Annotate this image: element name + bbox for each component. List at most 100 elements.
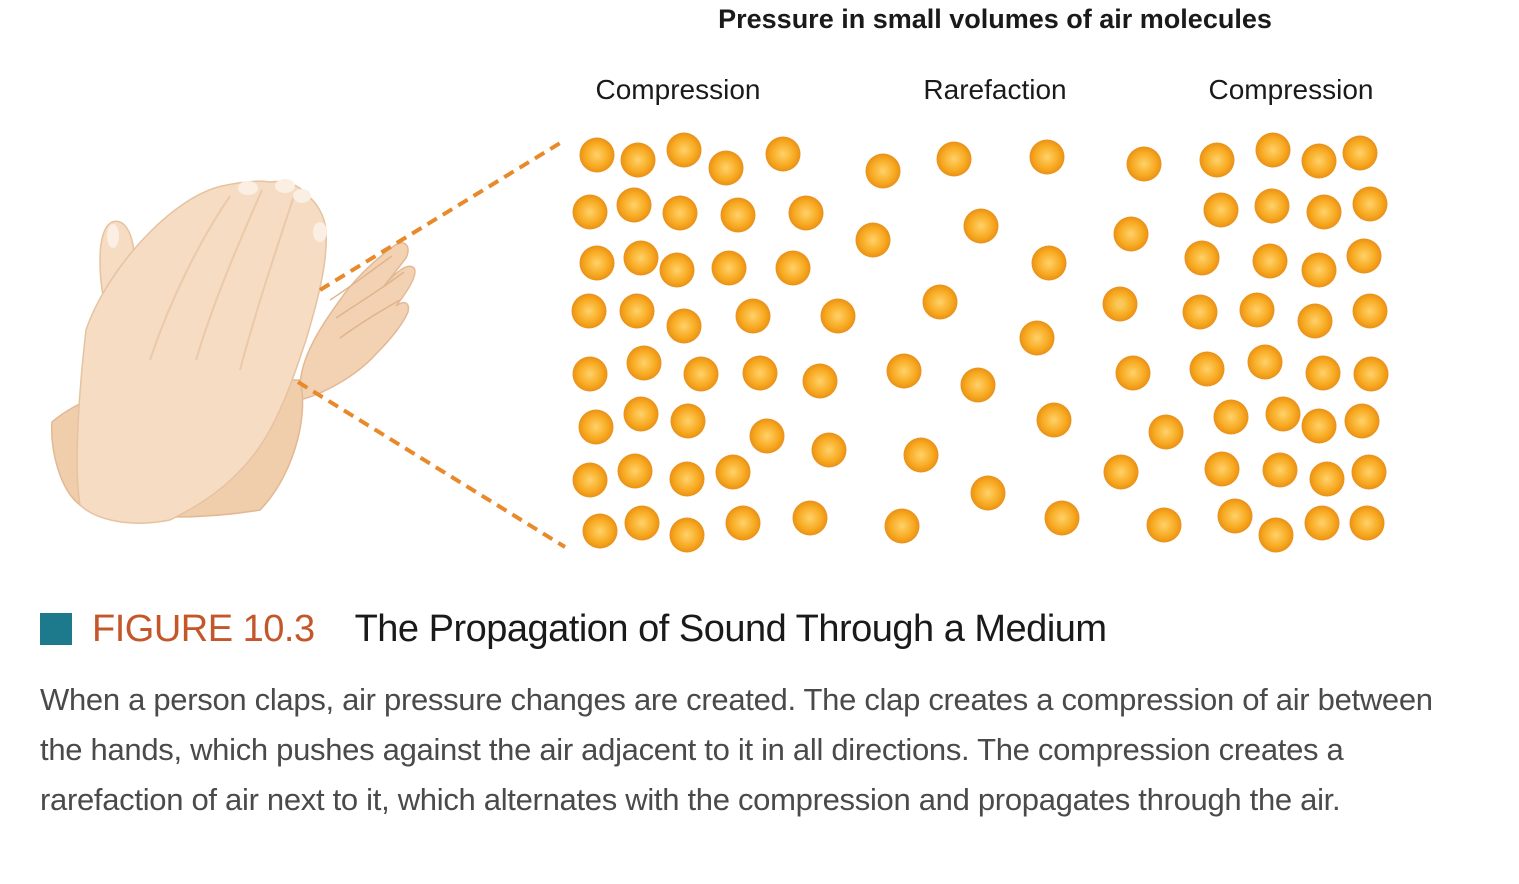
molecule-dot-icon: [662, 195, 698, 231]
molecule-dot-icon: [820, 298, 856, 334]
fingernail-3: [293, 189, 311, 203]
molecule-dot-icon: [1204, 451, 1240, 487]
molecule-dot-icon: [626, 345, 662, 381]
zoom-line-bottom: [296, 380, 567, 549]
fingernail-2: [275, 179, 295, 193]
molecule-dot-icon: [1305, 355, 1341, 391]
figure-caption: When a person claps, air pressure change…: [40, 682, 1433, 817]
molecule-dot-icon: [572, 462, 608, 498]
molecule-dot-icon: [1352, 186, 1388, 222]
zoom-line-top: [318, 138, 567, 292]
molecule-dot-icon: [1182, 294, 1218, 330]
molecule-dot-icon: [578, 409, 614, 445]
molecule-dot-icon: [1189, 351, 1225, 387]
molecule-dot-icon: [963, 208, 999, 244]
molecule-dot-icon: [1301, 252, 1337, 288]
molecule-dot-icon: [775, 250, 811, 286]
molecule-dot-icon: [619, 293, 655, 329]
molecule-dot-icon: [1126, 146, 1162, 182]
molecule-dot-icon: [582, 513, 618, 549]
molecule-dot-icon: [572, 194, 608, 230]
molecule-dot-icon: [1342, 135, 1378, 171]
molecule-dot-icon: [1148, 414, 1184, 450]
molecule-dot-icon: [765, 136, 801, 172]
front-hand: [76, 180, 328, 524]
molecule-dot-icon: [1297, 303, 1333, 339]
molecule-dot-icon: [1044, 500, 1080, 536]
molecule-dot-icon: [1019, 320, 1055, 356]
molecule-dot-icon: [715, 454, 751, 490]
molecule-dot-icon: [1344, 403, 1380, 439]
molecule-dot-icon: [1265, 396, 1301, 432]
sound-propagation-diagram: Pressure in small volumes of air molecul…: [51, 4, 1389, 553]
molecule-dot-icon: [572, 356, 608, 392]
molecule-dot-icon: [1301, 408, 1337, 444]
molecule-dot-icon: [669, 461, 705, 497]
fingernail-1: [238, 181, 258, 195]
back-hand-finger-crease: [329, 255, 405, 339]
molecule-dot-icon: [1351, 454, 1387, 490]
molecule-dot-icon: [811, 432, 847, 468]
figure-header: FIGURE 10.3 The Propagation of Sound Thr…: [40, 604, 1107, 654]
molecule-dot-icon: [1102, 286, 1138, 322]
molecule-dot-icon: [886, 353, 922, 389]
molecule-dot-icon: [970, 475, 1006, 511]
hands-clapping-icon: [51, 179, 416, 524]
molecule-dot-icon: [616, 187, 652, 223]
molecule-dot-icon: [1217, 498, 1253, 534]
molecule-dot-icon: [735, 298, 771, 334]
molecule-dot-icon: [579, 137, 615, 173]
molecule-dot-icon: [1247, 344, 1283, 380]
molecule-dot-icon: [1309, 461, 1345, 497]
molecule-dot-icon: [720, 197, 756, 233]
thumb-nail: [107, 224, 119, 248]
figure-marker-square-icon: [40, 613, 72, 645]
molecule-dot-icon: [1036, 402, 1072, 438]
molecule-dot-icon: [749, 418, 785, 454]
molecule-dot-icon: [1184, 240, 1220, 276]
molecule-dot-icon: [659, 252, 695, 288]
molecule-dot-icon: [742, 355, 778, 391]
molecule-dot-icon: [792, 500, 828, 536]
molecule-dot-icon: [1258, 517, 1294, 553]
molecule-dot-icon: [1306, 194, 1342, 230]
front-hand-finger-lines: [149, 189, 295, 371]
molecule-dot-icon: [624, 505, 660, 541]
molecule-dot-icon: [1252, 243, 1288, 279]
air-molecules: [571, 132, 1389, 553]
molecule-dot-icon: [855, 222, 891, 258]
molecule-dot-icon: [936, 141, 972, 177]
fingernail-4: [313, 222, 327, 242]
molecule-dot-icon: [1304, 505, 1340, 541]
molecule-dot-icon: [571, 293, 607, 329]
molecule-dot-icon: [1239, 292, 1275, 328]
molecule-dot-icon: [670, 403, 706, 439]
molecule-dot-icon: [1262, 452, 1298, 488]
diagram-title: Pressure in small volumes of air molecul…: [718, 4, 1272, 34]
molecule-dot-icon: [1103, 454, 1139, 490]
molecule-dot-icon: [1352, 293, 1388, 329]
region-label-compression-left: Compression: [596, 74, 761, 105]
molecule-dot-icon: [666, 132, 702, 168]
molecule-dot-icon: [708, 150, 744, 186]
molecule-dot-icon: [1115, 355, 1151, 391]
figure-title: The Propagation of Sound Through a Mediu…: [354, 607, 1107, 650]
molecule-dot-icon: [788, 195, 824, 231]
molecule-dot-icon: [1029, 139, 1065, 175]
molecule-dot-icon: [623, 396, 659, 432]
molecule-dot-icon: [1213, 399, 1249, 435]
molecule-dot-icon: [1113, 216, 1149, 252]
molecule-dot-icon: [1255, 132, 1291, 168]
molecule-dot-icon: [1254, 188, 1290, 224]
molecule-dot-icon: [620, 142, 656, 178]
molecule-dot-icon: [1203, 192, 1239, 228]
molecule-dot-icon: [884, 508, 920, 544]
molecule-dot-icon: [711, 250, 747, 286]
molecule-dot-icon: [1146, 507, 1182, 543]
molecule-dot-icon: [1346, 238, 1382, 274]
molecule-dot-icon: [669, 517, 705, 553]
figure-number: FIGURE 10.3: [92, 607, 315, 650]
region-label-rarefaction: Rarefaction: [923, 74, 1066, 105]
molecule-dot-icon: [960, 367, 996, 403]
molecule-dot-icon: [1199, 142, 1235, 178]
